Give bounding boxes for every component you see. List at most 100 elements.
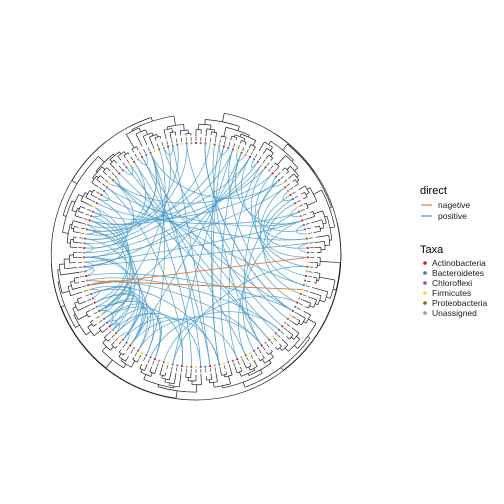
tree-branch [105,359,113,369]
tree-arc [71,194,79,211]
tree-branch [298,313,306,319]
tree-branch [210,373,213,380]
positive-edge [150,152,202,367]
tip-tick [237,360,240,365]
tree-branch [118,349,122,353]
tip-point [118,172,121,175]
positive-edge [94,206,130,308]
tip-tick [101,183,106,187]
tree-arc [222,373,263,389]
tip-point [185,365,188,368]
tip-point [171,144,174,147]
tree-arc [60,306,107,369]
tree-branch [74,215,83,219]
tree-branch [294,167,299,172]
tip-tick [299,303,303,306]
tip-point [271,172,274,175]
tip-tick [115,168,119,173]
tip-point [281,325,284,328]
tip-tick [143,356,146,361]
tree-branch [98,156,105,163]
tip-tick [87,298,92,302]
tip-tick [176,138,178,143]
tip-point [268,169,271,172]
tree-branch [286,336,290,340]
tip-tick [130,156,134,161]
tree-arc [90,321,94,327]
tip-point [252,349,256,352]
tip-tick [258,349,262,354]
tree-branch [260,369,263,374]
tip-point [199,141,202,145]
legend-firmicutes-label: Firmicutes [432,288,471,298]
tree-branch [145,129,148,135]
tip-point [89,214,93,218]
tree-branch [215,372,218,382]
tip-point [236,358,239,361]
positive-edge [84,164,263,254]
tip-point [111,178,114,182]
positive-edge [145,152,165,356]
tree-branch [329,226,335,229]
tree-branch [71,200,76,203]
tip-tick [307,276,312,278]
positive-edge [85,273,294,312]
tree-arc [259,357,265,362]
tip-point [140,352,144,355]
tree-arc [131,115,175,130]
tree-branch [282,143,288,151]
tip-tick [224,365,226,370]
tip-point [89,292,93,296]
tip-tick [143,149,146,154]
positive-edge [129,318,238,360]
positive-edge [129,164,192,367]
tree-arc [70,220,74,229]
tree-branch [111,341,115,346]
tree-branch [70,291,83,297]
tip-tick [299,204,303,207]
tip-point [222,145,225,148]
tree-branch [292,322,298,326]
tree-branch [164,372,167,377]
tree-arc [159,374,165,377]
tree-branch [85,192,88,195]
tree-branch [305,207,309,210]
tip-point [208,365,212,368]
tree-branch [249,363,252,367]
positive-edge [236,150,247,162]
tip-point [284,186,287,189]
tip-point [268,338,271,341]
tip-point [244,153,247,156]
positive-edge [90,215,133,324]
network-edges [83,143,309,367]
tree-branch [294,345,298,349]
positive-edge [129,152,242,346]
tip-point [231,148,234,151]
tree-branch [98,326,102,329]
tree-branch [78,194,84,198]
tree-arc [78,206,81,212]
tree-branch [85,309,91,313]
legend-taxa: Taxa Actinobacteria Bacteroidetes Chloro… [420,244,488,318]
tip-tick [304,218,309,221]
legend-actinobacteria-swatch [423,261,427,265]
tree-arc [98,328,103,333]
tree-branch [262,354,265,359]
tree-arc [163,128,172,131]
tree-arc [293,332,300,340]
tip-point [284,321,287,324]
tree-branch [274,162,276,165]
positive-edge [85,238,144,346]
tree-arc [63,259,66,269]
tip-tick [152,145,155,150]
tree-arc [315,278,318,284]
tree-arc [102,167,108,172]
tree-arc [288,338,301,352]
tip-point [240,151,243,154]
tree-branch [175,390,178,399]
positive-edge [163,145,174,156]
tip-point [286,317,290,321]
tip-point [248,155,252,158]
tree-arc [285,155,299,169]
tip-point [145,153,148,156]
